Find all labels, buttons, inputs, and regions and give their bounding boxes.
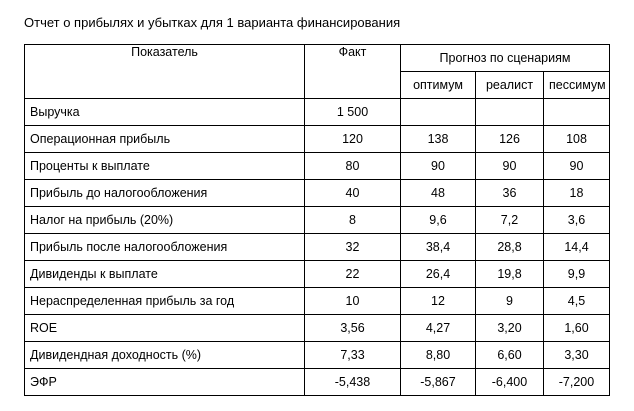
row-label: ROE [24,314,305,342]
cell-fact: 32 [304,233,401,261]
table-row: Налог на прибыль (20%) 8 9,6 7,2 3,6 [24,206,610,234]
row-label: Проценты к выплате [24,152,305,180]
cell-fact: 22 [304,260,401,288]
cell-realist: 36 [475,179,544,207]
cell-optimum: 9,6 [400,206,476,234]
cell-pessimum: 9,9 [543,260,610,288]
cell-optimum: 8,80 [400,341,476,369]
cell-pessimum: 90 [543,152,610,180]
cell-pessimum: 14,4 [543,233,610,261]
row-label: Нераспределенная прибыль за год [24,287,305,315]
table-row: ЭФР -5,438 -5,867 -6,400 -7,200 [24,368,610,396]
table-row: Прибыль после налогообложения 32 38,4 28… [24,233,610,261]
table-row: Прибыль до налогообложения 40 48 36 18 [24,179,610,207]
table-row: Проценты к выплате 80 90 90 90 [24,152,610,180]
header-forecast-group: Прогноз по сценариям [400,44,610,72]
cell-optimum: 90 [400,152,476,180]
table-row: Нераспределенная прибыль за год 10 12 9 … [24,287,610,315]
cell-optimum: 38,4 [400,233,476,261]
cell-fact: 8 [304,206,401,234]
row-label: Дивиденды к выплате [24,260,305,288]
cell-pessimum: 3,30 [543,341,610,369]
cell-realist: 28,8 [475,233,544,261]
cell-optimum: 4,27 [400,314,476,342]
subheader-row: оптимум реалист пессимум [25,71,610,99]
cell-realist: -6,400 [475,368,544,396]
table-row: Выручка 1 500 [24,98,610,126]
row-label: Операционная прибыль [24,125,305,153]
cell-fact: 1 500 [304,98,401,126]
cell-pessimum: -7,200 [543,368,610,396]
cell-pessimum: 3,6 [543,206,610,234]
cell-fact: 120 [304,125,401,153]
table-row: Дивидендная доходность (%) 7,33 8,80 6,6… [24,341,610,369]
row-label: Прибыль до налогообложения [24,179,305,207]
cell-pessimum [543,98,610,126]
cell-realist: 19,8 [475,260,544,288]
cell-optimum: -5,867 [400,368,476,396]
cell-pessimum: 18 [543,179,610,207]
profit-loss-table: Показатель Факт Прогноз по сценариям опт… [24,44,610,396]
cell-optimum: 138 [400,125,476,153]
cell-realist: 90 [475,152,544,180]
cell-realist: 6,60 [475,341,544,369]
cell-fact: 80 [304,152,401,180]
header-fact: Факт [304,44,401,99]
row-label: Прибыль после налогообложения [24,233,305,261]
header-row: Показатель Факт Прогноз по сценариям [24,44,610,99]
cell-fact: 40 [304,179,401,207]
cell-realist [475,98,544,126]
cell-fact: 10 [304,287,401,315]
row-label: Выручка [24,98,305,126]
cell-realist: 3,20 [475,314,544,342]
cell-realist: 7,2 [475,206,544,234]
cell-optimum: 12 [400,287,476,315]
cell-fact: 7,33 [304,341,401,369]
cell-fact: -5,438 [304,368,401,396]
table-row: Операционная прибыль 120 138 126 108 [24,125,610,153]
row-label: ЭФР [24,368,305,396]
cell-pessimum: 1,60 [543,314,610,342]
row-label: Налог на прибыль (20%) [24,206,305,234]
cell-optimum: 48 [400,179,476,207]
table-row: Дивиденды к выплате 22 26,4 19,8 9,9 [24,260,610,288]
cell-realist: 126 [475,125,544,153]
header-scenario-realist: реалист [475,71,544,99]
cell-pessimum: 4,5 [543,287,610,315]
table-row: ROE 3,56 4,27 3,20 1,60 [24,314,610,342]
row-label: Дивидендная доходность (%) [24,341,305,369]
header-scenario-pessimum: пессимум [543,71,610,99]
cell-optimum [400,98,476,126]
report-title: Отчет о прибылях и убытках для 1 вариант… [24,15,401,30]
header-indicator: Показатель [24,44,305,99]
header-scenario-optimum: оптимум [400,71,476,99]
cell-realist: 9 [475,287,544,315]
cell-fact: 3,56 [304,314,401,342]
cell-optimum: 26,4 [400,260,476,288]
cell-pessimum: 108 [543,125,610,153]
